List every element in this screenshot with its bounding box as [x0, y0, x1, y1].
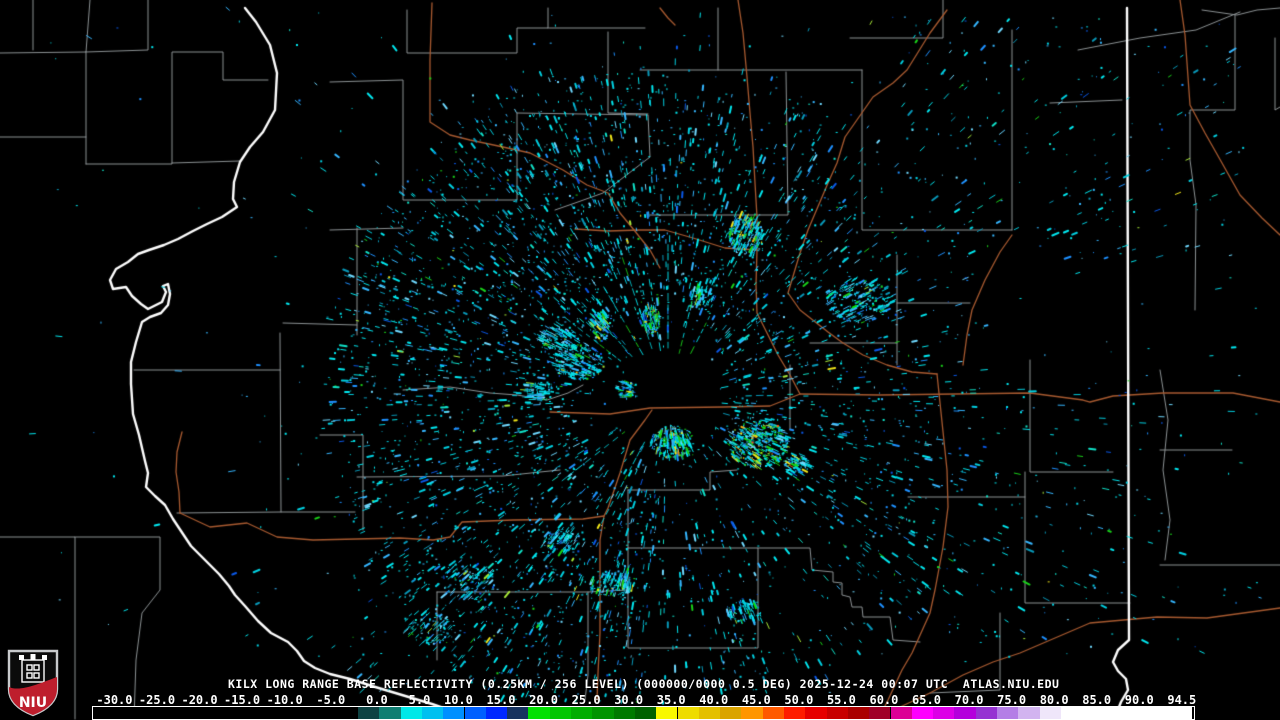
colorbar-tick-label: 70.0	[954, 693, 984, 707]
colorbar-segment	[528, 707, 550, 719]
colorbar-segment	[869, 707, 891, 719]
niu-logo: NIU	[7, 649, 59, 717]
colorbar-segment	[571, 707, 593, 719]
colorbar-tick-label: -20.0	[181, 693, 218, 707]
colorbar-segment	[890, 707, 912, 719]
colorbar-segment	[507, 707, 529, 719]
colorbar-segment	[1018, 707, 1040, 719]
colorbar-segment	[805, 707, 827, 719]
niu-logo-text: NIU	[19, 695, 47, 711]
colorbar-tick-label: 0.0	[366, 693, 388, 707]
colorbar-tick-label: 60.0	[869, 693, 899, 707]
colorbar-tick-label: 65.0	[912, 693, 941, 707]
colorbar-segment	[677, 707, 699, 719]
colorbar-segment	[400, 707, 422, 719]
colorbar-segment	[784, 707, 806, 719]
colorbar-segment	[656, 707, 678, 719]
colorbar-segment	[549, 707, 571, 719]
colorbar-tick-label: 45.0	[741, 693, 771, 707]
colorbar-tick-label: -15.0	[224, 693, 261, 707]
colorbar-tick-label: 90.0	[1124, 693, 1154, 707]
colorbar-tick-label: 10.0	[443, 693, 473, 707]
colorbar-tick-label: 80.0	[1039, 693, 1069, 707]
colorbar-segment	[634, 707, 657, 719]
colorbar-segment	[762, 707, 784, 719]
colorbar-segment	[358, 707, 380, 719]
colorbar-segment	[485, 707, 508, 719]
colorbar-tick-label: -25.0	[138, 693, 176, 707]
colorbar-tick-label: 15.0	[486, 693, 516, 707]
colorbar-tick-label: -10.0	[266, 693, 303, 707]
colorbar-segment	[847, 707, 870, 719]
colorbar-segment	[698, 707, 721, 719]
colorbar-segment	[997, 707, 1019, 719]
colorbar-tick-label: 40.0	[699, 693, 729, 707]
radar-title: KILX LONG RANGE BASE REFLECTIVITY (0.25K…	[228, 677, 1060, 691]
niu-castle-icon	[19, 654, 47, 683]
colorbar-tick-label: 94.5	[1167, 693, 1197, 707]
colorbar-segment	[741, 707, 763, 719]
colorbar-segment	[954, 707, 976, 719]
colorbar-segment	[1060, 707, 1192, 719]
colorbar-tick-label: 20.0	[529, 693, 558, 707]
colorbar-tick-label: 55.0	[826, 693, 856, 707]
colorbar-tick-label: -5.0	[316, 693, 346, 707]
niu-red-band	[9, 677, 57, 715]
colorbar-tick-label: -30.0	[96, 693, 133, 707]
colorbar	[92, 706, 1195, 720]
colorbar-tick-label: 25.0	[571, 693, 601, 707]
colorbar-segment	[379, 707, 401, 719]
colorbar-segment	[975, 707, 997, 719]
colorbar-tick-label: 35.0	[656, 693, 686, 707]
colorbar-tick-label: 85.0	[1082, 693, 1112, 707]
colorbar-segment	[911, 707, 934, 719]
colorbar-segment	[421, 707, 444, 719]
colorbar-tick-label: 5.0	[408, 693, 431, 707]
colorbar-segment	[613, 707, 635, 719]
colorbar-segment	[933, 707, 955, 719]
colorbar-segment	[826, 707, 848, 719]
colorbar-segment	[464, 707, 486, 719]
colorbar-segment	[443, 707, 465, 719]
colorbar-segment	[1039, 707, 1061, 719]
colorbar-tick-label: 75.0	[997, 693, 1027, 707]
colorbar-tick-label: 30.0	[614, 693, 644, 707]
colorbar-tick-label: 50.0	[784, 693, 814, 707]
colorbar-segment	[720, 707, 742, 719]
colorbar-segment	[592, 707, 614, 719]
